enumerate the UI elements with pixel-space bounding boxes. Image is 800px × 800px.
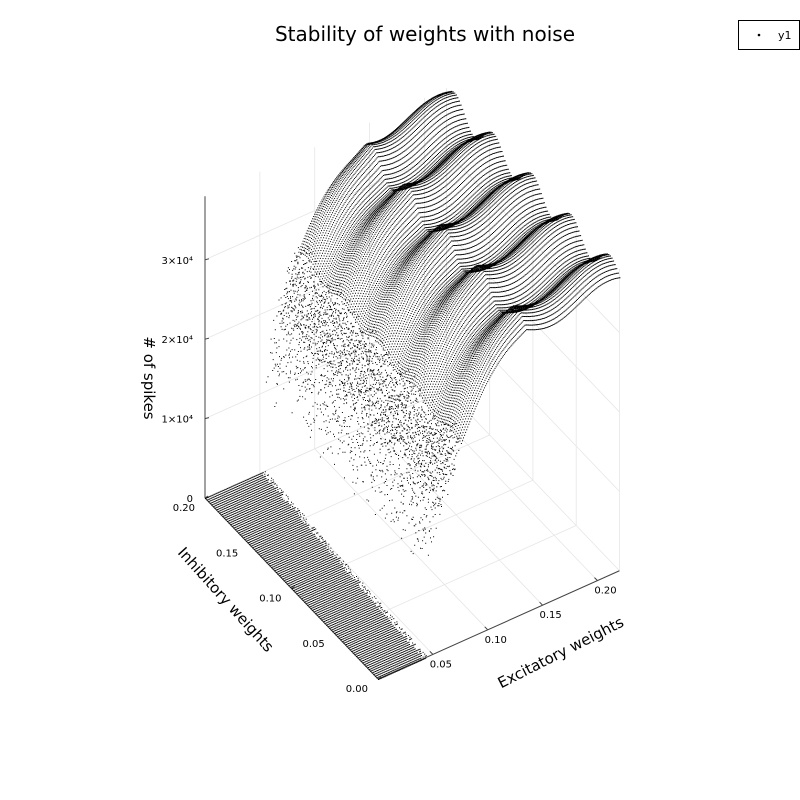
z-tick-label: 2×10⁴ <box>162 335 193 346</box>
y-tick-label: 0.20 <box>173 503 195 514</box>
z-tick-mark <box>204 258 210 261</box>
legend-box <box>738 20 800 50</box>
data-points <box>205 90 621 680</box>
x-axis-label: Excitatory weights <box>495 613 627 692</box>
x-axis-line <box>377 570 620 680</box>
series-y1-points <box>205 90 621 680</box>
y-tick-mark <box>291 586 295 589</box>
x-tick-mark <box>594 577 598 581</box>
chart-tick-labels: 0.050.100.150.200.000.050.100.150.2001×1… <box>162 256 617 695</box>
gridline <box>446 389 620 572</box>
gridline <box>204 309 447 419</box>
y-tick-label: 0.00 <box>346 684 368 695</box>
x-tick-label: 0.20 <box>594 586 616 597</box>
x-tick-label: 0.15 <box>539 610 561 621</box>
gridline <box>446 310 620 492</box>
y-tick-label: 0.10 <box>259 594 281 605</box>
x-tick-label: 0.05 <box>430 659 452 670</box>
y-tick-label: 0.15 <box>216 548 238 559</box>
gridline <box>334 525 577 635</box>
x-tick-mark <box>484 626 489 631</box>
x-tick-mark <box>539 601 543 606</box>
legend: y1 <box>738 20 800 50</box>
chart-title: Stability of weights with noise <box>275 22 575 46</box>
gridline <box>291 479 534 589</box>
z-tick-label: 0 <box>187 494 193 505</box>
gridline <box>204 389 447 499</box>
z-tick-mark <box>204 417 210 420</box>
y-tick-label: 0.05 <box>302 639 324 650</box>
z-axis-label: # of spikes <box>140 336 158 419</box>
z-tick-mark <box>204 337 210 340</box>
legend-label-y1: y1 <box>778 29 792 42</box>
z-tick-label: 1×10⁴ <box>162 415 193 426</box>
x-tick-mark <box>429 651 434 655</box>
legend-marker-y1 <box>757 33 761 37</box>
gridline <box>446 230 620 413</box>
z-tick-label: 3×10⁴ <box>162 256 193 267</box>
x-tick-label: 0.10 <box>485 635 507 646</box>
y-tick-mark <box>377 676 382 680</box>
